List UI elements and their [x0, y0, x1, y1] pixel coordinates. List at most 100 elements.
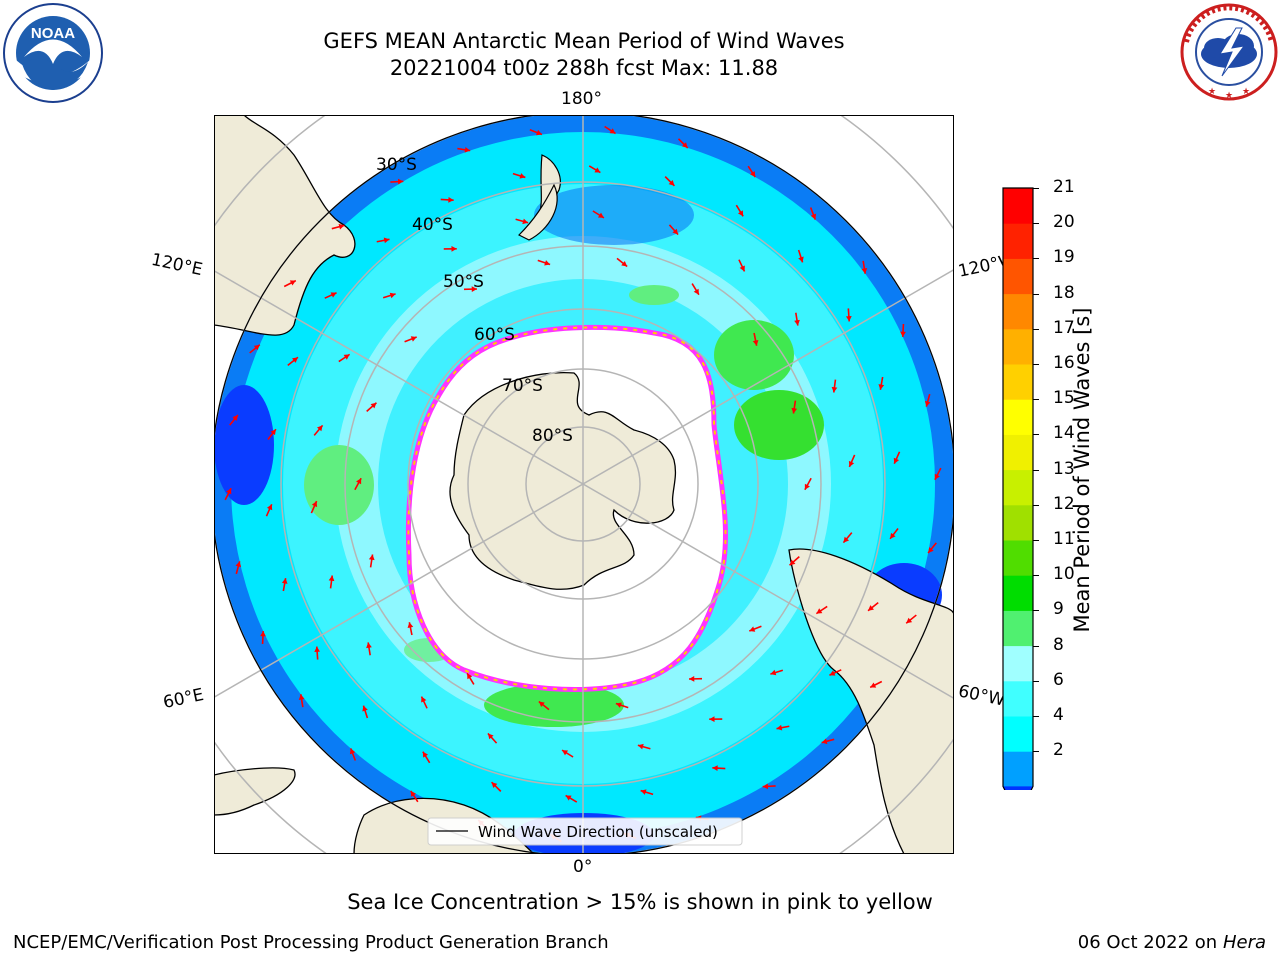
- colorbar-tick-label: 20: [1053, 212, 1075, 233]
- wind-wave-arrow-head: [845, 315, 852, 322]
- wind-wave-arrow-head: [789, 559, 796, 566]
- wind-wave-arrow-head: [749, 626, 756, 632]
- colorbar-segment: [1003, 645, 1033, 682]
- wind-wave-arrow-head: [821, 738, 828, 745]
- wind-wave-arrow-head: [562, 750, 569, 756]
- wind-wave-arrow-head: [829, 670, 836, 676]
- colorbar-tick-label: 14: [1053, 423, 1075, 444]
- wind-wave-arrow-head: [739, 265, 745, 272]
- colorbar-tick-mark: [1033, 716, 1039, 717]
- wind-wave-arrow-head: [928, 547, 934, 553]
- antarctica-landmass: [449, 371, 677, 590]
- wind-wave-arrow-head: [410, 790, 417, 797]
- wind-wave-arrow-head: [491, 782, 498, 788]
- run-date: 06 Oct 2022 on Hera: [1078, 932, 1266, 953]
- wind-wave-arrow-head: [924, 400, 931, 407]
- wind-wave-arrow-head: [328, 575, 335, 582]
- wind-wave-arrow-head: [689, 676, 695, 682]
- lat-label-60s: 60°S: [474, 325, 515, 345]
- wind-wave-arrow-head: [848, 460, 855, 467]
- wind-wave-arrow-head: [448, 196, 454, 203]
- colorbar-tick-mark: [1033, 575, 1039, 577]
- lat-label-50s: 50°S: [443, 272, 484, 292]
- wind-wave-arrow-head: [831, 386, 838, 393]
- colorbar-segment: [1003, 504, 1033, 541]
- colorbar-tick-label: 16: [1053, 353, 1075, 373]
- colorbar-tick-label: 6: [1053, 669, 1064, 690]
- colorbar-tick-label: 17: [1053, 317, 1075, 338]
- wind-wave-arrow-head: [672, 228, 679, 235]
- colorbar-tick-mark: [1033, 293, 1039, 295]
- longitude-gridlines: [214, 115, 954, 854]
- wind-wave-arrow-head: [615, 702, 622, 708]
- nws-logo: ★ ★ ★: [1180, 3, 1278, 101]
- colorbar-tick-label: 8: [1053, 634, 1064, 655]
- svg-text:★: ★: [1208, 87, 1216, 97]
- chart-title-line1: GEFS MEAN Antarctic Mean Period of Wind …: [323, 29, 845, 53]
- wind-wave-arrow-head: [810, 213, 817, 220]
- wind-wave-arrow-head: [934, 473, 940, 480]
- wind-wave-arrow-head: [522, 218, 529, 225]
- colorbar-tick-mark: [1033, 434, 1039, 436]
- wind-wave-arrow-head: [471, 286, 477, 292]
- colorbar-segment: [1003, 364, 1033, 400]
- colorbar-segment: [1003, 680, 1033, 717]
- wind-wave-arrow-head: [861, 268, 868, 274]
- wind-wave-arrow-head: [298, 694, 305, 700]
- colorbar-segment: [1003, 575, 1033, 611]
- wind-wave-arrow-head: [366, 642, 372, 649]
- colorbar-extend-triangle: [1003, 786, 1033, 790]
- wind-wave-arrow-head: [349, 748, 356, 755]
- wind-wave-arrow-head: [410, 336, 417, 342]
- lon-label-120e: 120°E: [149, 249, 205, 281]
- lon-label-180: 180°: [561, 89, 602, 109]
- wind-wave-arrow-head: [343, 354, 350, 360]
- wind-wave-arrow-head: [407, 622, 414, 628]
- wind-wave-arrow-head: [843, 536, 850, 543]
- wind-wave-arrow-head: [422, 751, 429, 758]
- colorbar-tick-mark: [1033, 540, 1039, 541]
- wind-wave-arrow-head: [421, 696, 427, 703]
- lat-label-40s: 40°S: [412, 215, 453, 235]
- colorbar-segment: [1003, 399, 1033, 435]
- colorbar-segment: [1003, 540, 1033, 576]
- wind-wave-arrow-head: [487, 733, 494, 740]
- colorbar-label: Mean Period of Wind Waves [s]: [1070, 307, 1094, 633]
- colorbar-tick-label: 10: [1053, 564, 1075, 585]
- colorbar-segment: [1003, 716, 1033, 752]
- colorbar-tick-label: 18: [1053, 282, 1075, 303]
- lon-label-0: 0°: [573, 857, 593, 877]
- wind-wave-arrow-head: [693, 288, 699, 295]
- colorbar-tick-mark: [1033, 328, 1039, 330]
- chart-title-line2: 20221004 t00z 288h fcst Max: 11.88: [389, 56, 779, 80]
- colorbar-tick-label: 2: [1053, 740, 1064, 761]
- wind-wave-arrows: [224, 125, 942, 843]
- colorbar-tick-label: 15: [1053, 388, 1075, 409]
- colorbar-segment: [1003, 434, 1033, 471]
- wind-wave-arrow-head: [804, 483, 810, 490]
- wind-wave-arrow-head: [770, 669, 777, 676]
- colorbar-tick-mark: [1033, 751, 1039, 753]
- svg-text:★: ★: [1225, 91, 1233, 101]
- wind-wave-arrow-head: [681, 142, 688, 149]
- wind-wave-arrow-head: [338, 223, 345, 230]
- wind-wave-arrow-head: [594, 167, 601, 173]
- wind-wave-arrow-head: [289, 280, 296, 286]
- colorbar-segment: [1003, 223, 1033, 259]
- colorbar-tick-mark: [1033, 504, 1039, 506]
- wind-wave-arrow-head: [383, 237, 390, 244]
- colorbar-tick-label: 9: [1053, 599, 1064, 620]
- wind-wave-arrow-head: [906, 617, 913, 624]
- wind-wave-arrow-head: [776, 724, 783, 731]
- colorbar-tick-mark: [1033, 223, 1039, 225]
- ice-note: Sea Ice Concentration > 15% is shown in …: [347, 890, 933, 914]
- wind-wave-arrow-head: [330, 292, 337, 298]
- wind-wave-arrow-head: [890, 532, 896, 539]
- wind-wave-arrow-head: [519, 173, 526, 179]
- wind-wave-arrow-head: [368, 554, 375, 561]
- wind-wave-arrow-head: [609, 128, 616, 134]
- colorbar-tick-mark: [1033, 469, 1039, 471]
- wind-wave-arrow-head: [868, 605, 874, 611]
- wind-wave-arrow-head: [893, 457, 900, 464]
- colorbar-tick-mark: [1033, 610, 1039, 612]
